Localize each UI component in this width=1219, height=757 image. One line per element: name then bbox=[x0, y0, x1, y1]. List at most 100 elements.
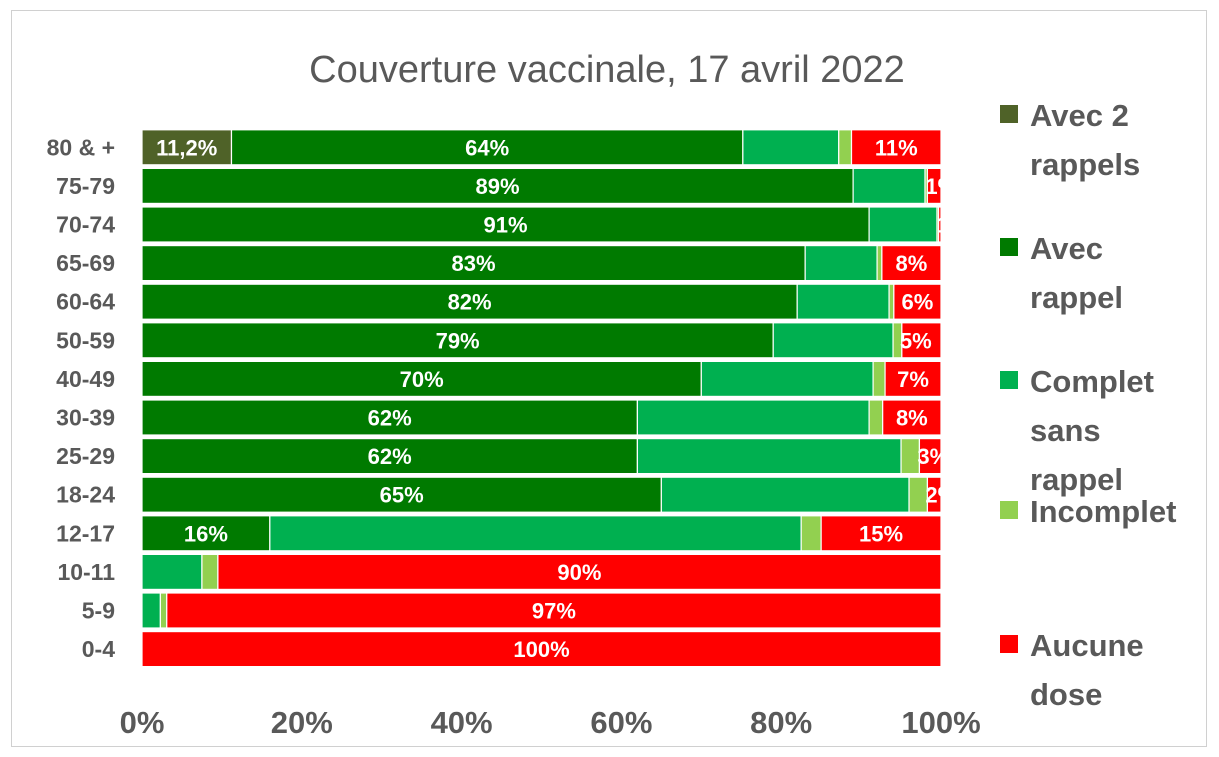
x-tick-labels: 0% 20% 40% 60% 80% 100% bbox=[120, 705, 981, 740]
x-tick-label: 0% bbox=[120, 705, 165, 740]
bar-segment bbox=[217, 553, 942, 591]
bar-segment bbox=[269, 515, 802, 552]
data-label: 90% bbox=[557, 560, 601, 585]
legend: Avec 2 rappels Avec rappel Complet sans rappel… bbox=[1000, 98, 1176, 712]
bars-group bbox=[141, 129, 942, 668]
legend-label: Aucune bbox=[1030, 628, 1144, 663]
bar-segment bbox=[850, 129, 942, 166]
x-tick-label: 80% bbox=[750, 705, 812, 740]
data-label: 8% bbox=[896, 251, 928, 276]
data-label: 8% bbox=[896, 406, 928, 431]
category-label: 40-49 bbox=[56, 366, 115, 392]
chart-title: Couverture vaccinale, 17 avril 2022 bbox=[309, 49, 905, 91]
bar-segment bbox=[838, 129, 853, 166]
data-label: 16% bbox=[184, 521, 228, 546]
data-labels: 11,2% 64% 11% 89% 1% 91% 1% 83% 8% 82% 6% 79% 5% 70% 7… bbox=[156, 135, 969, 662]
bar-segment bbox=[938, 206, 942, 243]
legend-label: Complet bbox=[1030, 364, 1154, 399]
data-label: 91% bbox=[484, 213, 528, 238]
bar-segment bbox=[926, 476, 942, 513]
category-label: 30-39 bbox=[56, 405, 115, 431]
category-label: 75-79 bbox=[56, 173, 115, 199]
data-label: 2% bbox=[925, 483, 957, 508]
bar-segment bbox=[141, 322, 774, 359]
bar-segment bbox=[742, 129, 840, 166]
data-label: 6% bbox=[902, 290, 934, 315]
data-label: 5% bbox=[900, 328, 932, 353]
bar-segment bbox=[141, 360, 702, 397]
category-label: 25-29 bbox=[56, 443, 115, 469]
bar-segment bbox=[820, 515, 942, 552]
legend-label: rappels bbox=[1030, 147, 1140, 182]
legend-label: Avec bbox=[1030, 231, 1103, 266]
bar-segment bbox=[882, 399, 942, 436]
bar-segment bbox=[772, 322, 894, 359]
data-label: 62% bbox=[368, 444, 412, 469]
legend-swatch bbox=[1000, 635, 1018, 653]
bar-segment bbox=[166, 592, 942, 629]
category-label: 50-59 bbox=[56, 327, 115, 353]
data-label: 83% bbox=[452, 251, 496, 276]
category-label: 5-9 bbox=[82, 598, 115, 624]
data-label: 3% bbox=[917, 444, 949, 469]
x-tick-label: 100% bbox=[901, 705, 980, 740]
bar-segment bbox=[636, 438, 902, 475]
bar-segment bbox=[141, 283, 798, 320]
category-label: 80 & + bbox=[47, 134, 115, 160]
bar-segment bbox=[926, 167, 942, 204]
bar-segment bbox=[876, 245, 883, 282]
category-label: 70-74 bbox=[56, 212, 115, 238]
bar-segment bbox=[141, 630, 942, 668]
bar-segment bbox=[881, 245, 942, 282]
data-label: 70% bbox=[400, 367, 444, 392]
legend-label: dose bbox=[1030, 677, 1102, 712]
bar-segment bbox=[868, 206, 938, 243]
bar-segment bbox=[141, 399, 638, 436]
data-label: 7% bbox=[897, 367, 929, 392]
data-label: 64% bbox=[465, 135, 509, 160]
x-tick-label: 40% bbox=[431, 705, 493, 740]
legend-label: sans bbox=[1030, 413, 1101, 448]
category-label: 60-64 bbox=[56, 289, 115, 315]
data-label: 62% bbox=[368, 406, 412, 431]
data-label: 100% bbox=[513, 637, 569, 662]
legend-label: rappel bbox=[1030, 280, 1123, 315]
bar-segment bbox=[141, 438, 638, 475]
data-label: 82% bbox=[448, 290, 492, 315]
bar-segment bbox=[141, 167, 854, 204]
bar-segment bbox=[159, 592, 168, 629]
bar-segment bbox=[901, 322, 942, 359]
data-label: 97% bbox=[532, 599, 576, 624]
bar-segment bbox=[660, 476, 910, 513]
bar-segment bbox=[852, 167, 926, 204]
data-label: 1% bbox=[925, 174, 957, 199]
bar-segment bbox=[141, 245, 806, 282]
bar-segment bbox=[700, 360, 874, 397]
bar-segment bbox=[141, 476, 662, 513]
legend-label: rappel bbox=[1030, 462, 1123, 497]
legend-swatch bbox=[1000, 371, 1018, 389]
category-label: 65-69 bbox=[56, 250, 115, 276]
x-tick-label: 20% bbox=[271, 705, 333, 740]
bar-segment bbox=[884, 360, 942, 397]
bar-segment bbox=[230, 129, 744, 166]
legend-swatch bbox=[1000, 501, 1018, 519]
data-label: 1% bbox=[937, 213, 969, 238]
category-label: 10-11 bbox=[57, 559, 115, 585]
bar-segment bbox=[141, 129, 233, 166]
bar-segment bbox=[796, 283, 890, 320]
x-tick-label: 60% bbox=[590, 705, 652, 740]
data-label: 15% bbox=[859, 521, 903, 546]
bar-segment bbox=[872, 360, 886, 397]
bar-segment bbox=[893, 283, 942, 320]
category-labels: 80 & + 75-79 70-74 65-69 60-64 50-59 40-49 30-3… bbox=[47, 134, 116, 662]
data-label: 11% bbox=[875, 135, 918, 160]
bar-segment bbox=[918, 438, 942, 475]
bar-segment bbox=[888, 283, 895, 320]
category-label: 18-24 bbox=[56, 482, 115, 508]
data-label: 79% bbox=[436, 328, 480, 353]
category-label: 12-17 bbox=[56, 520, 115, 546]
legend-label: Avec 2 bbox=[1030, 98, 1129, 133]
bar-segment bbox=[141, 553, 203, 591]
